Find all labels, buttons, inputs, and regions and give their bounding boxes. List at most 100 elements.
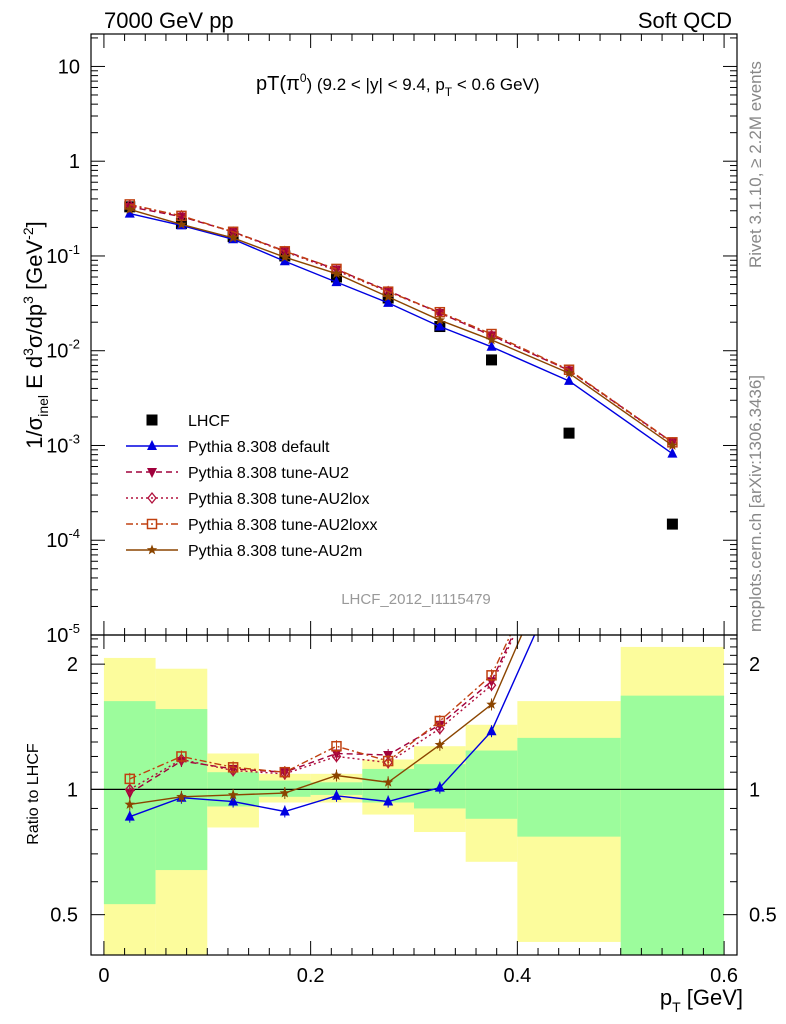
ratio-line-au2lox	[129, 635, 515, 791]
ratio-point-default-4	[331, 789, 342, 800]
legend-marker-au2	[147, 468, 157, 478]
main-point-au2m-8	[563, 367, 575, 378]
main-chart-title: pT(π0) (9.2 < |y| < 9.4, pT < 0.6 GeV)	[256, 71, 540, 99]
main-point-au2m-5	[382, 291, 394, 302]
ratio-y-tick-label-right-2: 2	[749, 654, 760, 676]
main-line-au2loxx	[129, 203, 673, 443]
main-y-tick-base-0: 10	[46, 625, 68, 647]
ratio-point-au2m-7	[486, 699, 497, 709]
ratio-point-default-5	[383, 795, 394, 806]
ratio-y-tick-label-2: 2	[67, 654, 78, 676]
ratio-point-au2m-1	[176, 791, 187, 802]
ratio-y-axis-label: Ratio to LHCF	[25, 743, 42, 845]
main-y-tick-label-5: 1	[69, 151, 80, 173]
main-line-au2lox	[129, 204, 673, 444]
ratio-point-au2lox-3	[279, 767, 290, 780]
ratio-point-au2loxx-3	[279, 766, 291, 778]
legend-marker-lhcf	[146, 414, 158, 426]
ratio-point-au2lox-4	[331, 750, 342, 763]
main-y-tick-exp-3: -2	[68, 337, 80, 352]
main-line-au2	[129, 206, 673, 443]
main-point-default-3	[279, 255, 290, 266]
legend-label-au2m: Pythia 8.308 tune-AU2m	[188, 543, 362, 560]
ratio-point-au2m-0	[124, 799, 135, 809]
ratio-series-group	[124, 635, 536, 823]
main-y-tick-base-2: 10	[46, 435, 68, 457]
ratio-point-au2loxx-0	[124, 773, 136, 785]
main-y-tick-label-1: 10-4	[46, 526, 80, 552]
ratio-point-au2loxx-5	[382, 755, 394, 767]
ratio-point-au2lox-0	[124, 783, 135, 796]
main-point-default-5	[383, 296, 394, 307]
band-inner-7	[465, 750, 518, 819]
ratio-point-au2m-4	[331, 770, 342, 780]
legend-label-default: Pythia 8.308 default	[188, 439, 330, 456]
main-point-au2lox-9	[667, 437, 678, 450]
main-point-lhcf-8	[563, 427, 575, 439]
main-line-default	[129, 212, 673, 455]
legend-label-au2: Pythia 8.308 tune-AU2	[188, 465, 349, 482]
band-inner-8	[517, 737, 621, 837]
main-point-default-7	[486, 340, 497, 351]
main-point-default-8	[564, 374, 575, 385]
main-y-tick-label-6: 10	[58, 56, 80, 78]
main-point-lhcf-7	[486, 354, 498, 366]
legend-label-lhcf: LHCF	[188, 413, 230, 430]
x-tick-label-1: 0.2	[297, 965, 325, 987]
ratio-point-default-3	[279, 805, 290, 816]
ratio-point-au2lox-1	[176, 753, 187, 766]
main-point-au2m-0	[124, 203, 135, 214]
legend: LHCF Pythia 8.308 default Pythia 8.308 tun…	[126, 413, 377, 560]
ratio-line-au2m	[129, 635, 523, 806]
main-y-tick-label-4: 10-1	[46, 242, 80, 268]
x-axis-label: pT [GeV]	[660, 985, 743, 1015]
ratio-point-default-7	[486, 725, 497, 736]
x-tick-label-3: 0.6	[710, 965, 738, 987]
header-left: 7000 GeV pp	[104, 8, 234, 33]
main-y-axis-label: 1/σinel E d3σ/dp3 [GeV-2]	[20, 221, 51, 448]
main-point-au2m-9	[667, 440, 678, 450]
main-point-default-4	[331, 276, 342, 287]
main-y-tick-base-4: 10	[46, 246, 68, 268]
main-point-au2m-4	[331, 268, 342, 279]
ratio-y-tick-label-right-1: 1	[749, 779, 760, 801]
ratio-point-au2m-2	[227, 789, 239, 800]
ratio-line-default	[129, 635, 536, 818]
ratio-line-au2loxx	[129, 635, 512, 780]
main-y-tick-exp-1: -4	[68, 526, 80, 541]
legend-label-au2loxx: Pythia 8.308 tune-AU2loxx	[188, 517, 377, 534]
band-inner-9	[620, 695, 725, 955]
legend-label-au2lox: Pythia 8.308 tune-AU2lox	[188, 491, 369, 508]
main-y-tick-exp-0: -5	[68, 621, 80, 636]
main-y-tick-base-1: 10	[46, 530, 68, 552]
ratio-point-au2m-3	[279, 787, 290, 798]
legend-marker-default	[147, 440, 157, 450]
legend-marker-au2loxx	[146, 518, 158, 530]
main-point-default-9	[667, 447, 678, 458]
ratio-point-default-0	[124, 810, 135, 821]
ratio-point-au2loxx-4	[331, 740, 342, 752]
header-right: Soft QCD	[637, 8, 732, 33]
x-tick-label-0: 0	[98, 965, 109, 987]
ratio-point-au2loxx-7	[486, 670, 497, 681]
ratio-point-au2loxx-1	[176, 751, 187, 762]
main-y-tick-exp-4: -1	[68, 242, 80, 257]
main-point-au2m-1	[176, 219, 187, 229]
main-point-au2m-7	[486, 334, 497, 345]
analysis-watermark: LHCF_2012_I1115479	[341, 591, 491, 608]
main-point-default-6	[434, 320, 445, 331]
main-point-lhcf-9	[666, 518, 678, 530]
ratio-point-au2lox-2	[228, 764, 238, 777]
legend-marker-au2m	[146, 544, 158, 555]
ratio-y-tick-label-1: 1	[67, 779, 78, 801]
main-y-tick-exp-2: -3	[68, 431, 80, 446]
main-line-au2m	[129, 208, 673, 447]
ratio-point-au2loxx-6	[434, 715, 446, 727]
band-inner-4	[310, 782, 363, 795]
main-y-tick-label-2: 10-3	[46, 431, 80, 457]
legend-marker-au2lox	[147, 491, 157, 505]
ratio-y-tick-label-0: 0.5	[50, 905, 78, 927]
ratio-point-default-6	[434, 781, 445, 792]
